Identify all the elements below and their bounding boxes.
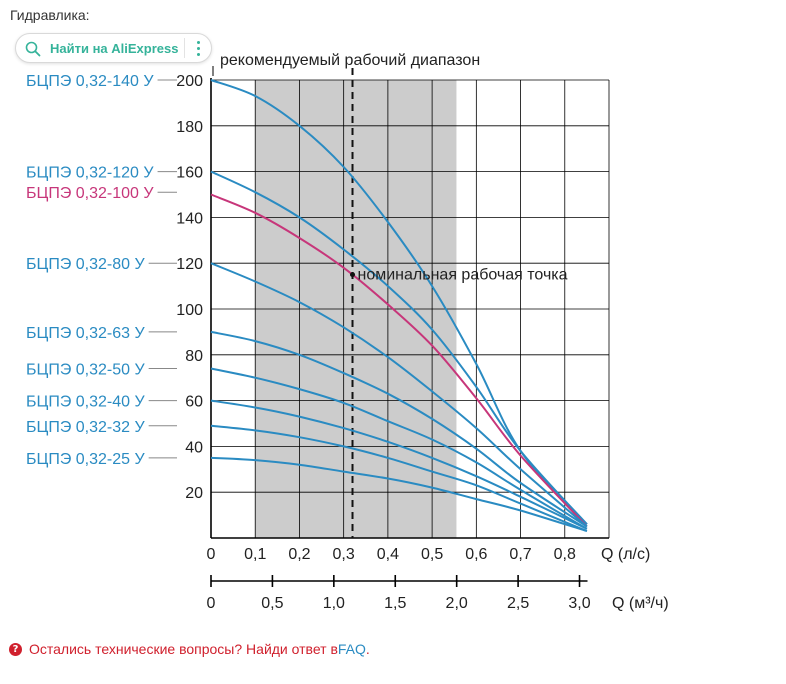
x2-tick-label: 1,5 — [384, 595, 406, 612]
more-options-icon[interactable] — [184, 38, 205, 58]
series-line-2 — [210, 193, 588, 528]
x-tick-label: 0,4 — [377, 546, 399, 563]
series-line-5 — [210, 367, 588, 530]
x2-tick-label: 2,5 — [507, 595, 529, 612]
x-tick-label: 0,2 — [288, 546, 310, 563]
series-name-label: БЦПЭ 0,32-40 У — [26, 394, 145, 411]
x2-tick-label: 0,5 — [261, 595, 283, 612]
series-line-6 — [210, 399, 588, 530]
x-tick-label: 0,7 — [509, 546, 531, 563]
footer-end: . — [365, 641, 370, 657]
nominal-point-marker — [350, 272, 356, 278]
series-name-label: БЦПЭ 0,32-120 У — [26, 165, 154, 182]
series-name-label: БЦПЭ 0,32-100 У — [26, 185, 154, 202]
pump-performance-chart: номинальная рабочая точка рекомендуемый р… — [26, 52, 669, 612]
x2-tick-label: 0 — [207, 595, 216, 612]
x2-tick-label: 3,0 — [568, 595, 590, 612]
y-tick-label: 180 — [176, 119, 203, 136]
series-name-label: БЦПЭ 0,32-32 У — [26, 419, 145, 436]
y-tick-label: 120 — [176, 256, 203, 273]
y-tick-label: 160 — [176, 165, 203, 182]
footer-text: Остались технические вопросы? Найди отве… — [29, 641, 338, 657]
series-name-label: БЦПЭ 0,32-140 У — [26, 73, 154, 90]
section-title: Гидравлика: — [10, 7, 90, 23]
series-line-4 — [210, 330, 588, 528]
faq-link[interactable]: FAQ — [337, 641, 366, 657]
x-tick-label: 0,5 — [421, 546, 443, 563]
y-tick-label: 140 — [176, 210, 203, 227]
aliexpress-search-button[interactable]: Найти на AliExpress — [15, 33, 212, 63]
x-tick-label: 0,1 — [244, 546, 266, 563]
series-name-label: БЦПЭ 0,32-25 У — [26, 451, 145, 468]
x2-tick-label: 2,0 — [446, 595, 468, 612]
series-name-label: БЦПЭ 0,32-80 У — [26, 256, 145, 273]
y-tick-label: 80 — [185, 348, 203, 365]
x-axis-label: Q (л/с) — [601, 546, 650, 563]
x-tick-label: 0,3 — [333, 546, 355, 563]
series-name-label: БЦПЭ 0,32-63 У — [26, 325, 145, 342]
x-tick-label: 0 — [207, 546, 216, 563]
y-tick-label: 100 — [176, 302, 203, 319]
search-icon — [25, 41, 41, 57]
question-icon: ? — [9, 642, 22, 656]
x2-tick-label: 1,0 — [323, 595, 345, 612]
series-line-7 — [210, 424, 588, 533]
series-line-3 — [210, 262, 588, 528]
y-tick-label: 60 — [185, 394, 203, 411]
series-line-8 — [210, 456, 588, 533]
aliexpress-button-label: Найти на AliExpress — [50, 41, 179, 56]
series-line-0 — [210, 79, 588, 525]
x-tick-label: 0,8 — [554, 546, 576, 563]
y-tick-label: 200 — [176, 73, 203, 90]
x2-axis-label: Q (м³/ч) — [612, 595, 669, 612]
series-name-label: БЦПЭ 0,32-50 У — [26, 362, 145, 379]
footer-faq-note: ? Остались технические вопросы? Найди от… — [9, 641, 370, 657]
y-tick-label: 40 — [185, 439, 203, 456]
series-line-1 — [210, 170, 588, 525]
recommended-range-label: рекомендуемый рабочий диапазон — [220, 52, 480, 69]
nominal-point-label: номинальная рабочая точка — [358, 267, 568, 284]
y-tick-label: 20 — [185, 485, 203, 502]
x-tick-label: 0,6 — [465, 546, 487, 563]
